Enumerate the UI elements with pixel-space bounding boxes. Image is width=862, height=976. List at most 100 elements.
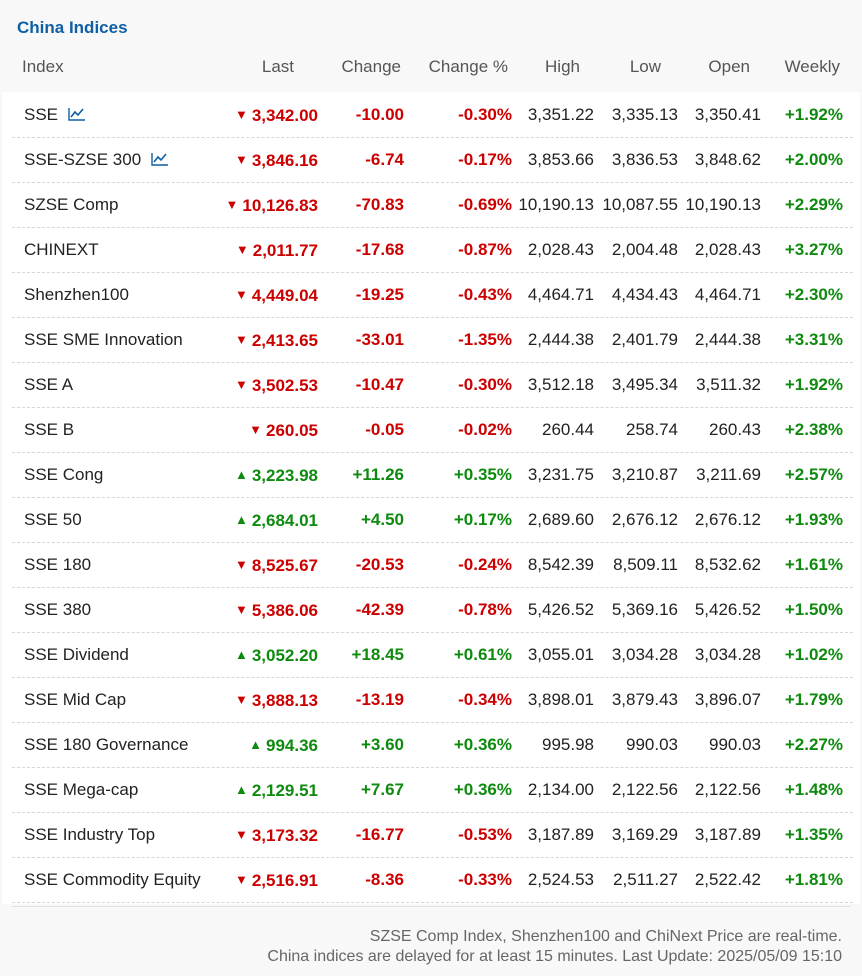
line-chart-icon[interactable] bbox=[68, 107, 86, 121]
down-arrow-icon: ▼ bbox=[234, 692, 248, 707]
change-pct-value: -0.87% bbox=[458, 240, 512, 259]
low-value: 5,369.16 bbox=[611, 600, 678, 619]
last-price-value: 5,386.06 bbox=[251, 601, 318, 620]
index-name[interactable]: SSE Mid Cap bbox=[24, 690, 127, 709]
down-arrow-icon: ▼ bbox=[234, 557, 248, 572]
weekly-change-value: +1.93% bbox=[784, 510, 843, 529]
table-row[interactable]: SSE Mid Cap ▼ 3,888.13 -13.19 -0.34% 3,898.01… bbox=[12, 677, 853, 723]
index-name-link[interactable]: SSE bbox=[24, 92, 86, 137]
header-weekly[interactable]: Weekly bbox=[784, 57, 840, 76]
table-row[interactable]: SSE Mega-cap ▲ 2,129.51 +7.67 +0.36% 2,134.00… bbox=[12, 767, 853, 813]
index-name-link[interactable]: SSE Industry Top bbox=[24, 812, 155, 857]
index-name-link[interactable]: SSE Cong bbox=[24, 452, 103, 497]
table-row[interactable]: CHINEXT ▼ 2,011.77 -17.68 -0.87% 2,028.43 2,00… bbox=[12, 227, 853, 273]
open-value: 2,122.56 bbox=[694, 780, 761, 799]
up-arrow-icon: ▲ bbox=[234, 782, 248, 797]
table-row[interactable]: SSE 50 ▲ 2,684.01 +4.50 +0.17% 2,689.60 2,676.… bbox=[12, 497, 853, 543]
table-row[interactable]: SSE 180 Governance ▲ 994.36 +3.60 +0.36% 995.… bbox=[12, 722, 853, 768]
index-name-link[interactable]: SSE 180 bbox=[24, 542, 91, 587]
index-name[interactable]: SSE Industry Top bbox=[24, 825, 156, 844]
index-name[interactable]: SZSE Comp bbox=[24, 195, 119, 214]
table-row[interactable]: SSE Dividend ▲ 3,052.20 +18.45 +0.61% 3,055.0… bbox=[12, 632, 853, 678]
weekly-change-value: +3.27% bbox=[784, 240, 843, 259]
index-name-link[interactable]: SSE A bbox=[24, 362, 73, 407]
change-pct-value: -0.33% bbox=[458, 870, 512, 889]
change-value: -0.05 bbox=[365, 420, 404, 439]
down-arrow-icon: ▼ bbox=[234, 377, 248, 392]
index-name[interactable]: SSE B bbox=[24, 420, 75, 439]
index-name-link[interactable]: SSE 180 Governance bbox=[24, 722, 188, 767]
index-name[interactable]: SSE A bbox=[24, 375, 74, 394]
last-price-value: 3,223.98 bbox=[251, 466, 318, 485]
header-index[interactable]: Index bbox=[22, 57, 64, 76]
table-row[interactable]: SSE 380 ▼ 5,386.06 -42.39 -0.78% 5,426.52 5,36… bbox=[12, 587, 853, 633]
index-name[interactable]: SSE Cong bbox=[24, 465, 104, 484]
index-name[interactable]: SSE 50 bbox=[24, 510, 82, 529]
index-name[interactable]: CHINEXT bbox=[24, 240, 99, 259]
open-value: 260.43 bbox=[709, 420, 761, 439]
index-name[interactable]: SSE Mega-cap bbox=[24, 780, 139, 799]
low-value: 990.03 bbox=[626, 735, 678, 754]
open-value: 2,522.42 bbox=[694, 870, 761, 889]
index-name-link[interactable]: SSE Mid Cap bbox=[24, 677, 126, 722]
table-row[interactable]: SZSE Comp ▼ 10,126.83 -70.83 -0.69% 10,190.13… bbox=[12, 182, 853, 228]
index-name[interactable]: SSE 380 bbox=[24, 600, 92, 619]
index-name[interactable]: SSE-SZSE 300 bbox=[24, 150, 142, 169]
table-row[interactable]: SSE Industry Top ▼ 3,173.32 -16.77 -0.53% 3,1… bbox=[12, 812, 853, 858]
header-change-pct[interactable]: Change % bbox=[428, 57, 508, 76]
last-price: ▼ 3,342.00 bbox=[235, 92, 318, 137]
down-arrow-icon: ▼ bbox=[234, 107, 248, 122]
index-name-link[interactable]: SSE Dividend bbox=[24, 632, 129, 677]
down-arrow-icon: ▼ bbox=[249, 422, 262, 437]
index-name-link[interactable]: SSE SME Innovation bbox=[24, 317, 183, 362]
index-name[interactable]: SSE Commodity Equity bbox=[24, 870, 201, 889]
header-high[interactable]: High bbox=[545, 57, 580, 76]
header-open[interactable]: Open bbox=[708, 57, 750, 76]
change-value: -13.19 bbox=[355, 690, 404, 709]
table-row[interactable]: SSE 180 ▼ 8,525.67 -20.53 -0.24% 8,542.39 8,50… bbox=[12, 542, 853, 588]
change-value: -16.77 bbox=[355, 825, 404, 844]
index-name[interactable]: SSE SME Innovation bbox=[24, 330, 183, 349]
header-low[interactable]: Low bbox=[629, 57, 661, 76]
change-pct-value: -0.17% bbox=[458, 150, 512, 169]
last-price: ▼ 2,516.91 bbox=[235, 857, 318, 902]
index-name-link[interactable]: CHINEXT bbox=[24, 227, 99, 272]
index-name-link[interactable]: SSE B bbox=[24, 407, 74, 452]
index-name-link[interactable]: Shenzhen100 bbox=[24, 272, 129, 317]
weekly-change-value: +2.30% bbox=[784, 285, 843, 304]
change-pct-value: +0.17% bbox=[453, 510, 512, 529]
last-price: ▼ 2,011.77 bbox=[236, 227, 318, 272]
index-name-link[interactable]: SSE Commodity Equity bbox=[24, 857, 201, 902]
table-row[interactable]: SSE-SZSE 300 ▼ 3,846.16 -6.74 -0.17% 3,853.66… bbox=[12, 137, 853, 183]
table-row[interactable]: SSE A ▼ 3,502.53 -10.47 -0.30% 3,512.18 3,495.… bbox=[12, 362, 853, 408]
open-value: 2,028.43 bbox=[694, 240, 761, 259]
table-row[interactable]: SSE ▼ 3,342.00 -10.00 -0.30% 3,351.22 3,335.13… bbox=[12, 92, 853, 138]
index-name-link[interactable]: SSE 50 bbox=[24, 497, 82, 542]
change-pct-value: -1.35% bbox=[458, 330, 512, 349]
index-name-link[interactable]: SSE 380 bbox=[24, 587, 91, 632]
index-name[interactable]: SSE Dividend bbox=[24, 645, 129, 664]
index-name-link[interactable]: SZSE Comp bbox=[24, 182, 118, 227]
header-change[interactable]: Change bbox=[341, 57, 401, 76]
table-row[interactable]: SSE Commodity Equity ▼ 2,516.91 -8.36 -0.33%… bbox=[12, 857, 853, 903]
line-chart-icon[interactable] bbox=[151, 152, 169, 166]
table-row[interactable]: SSE B ▼ 260.05 -0.05 -0.02% 260.44 258.74 260.4… bbox=[12, 407, 853, 453]
index-name[interactable]: SSE 180 bbox=[24, 555, 92, 574]
table-row[interactable]: Shenzhen100 ▼ 4,449.04 -19.25 -0.43% 4,464.71… bbox=[12, 272, 853, 318]
index-name[interactable]: SSE 180 Governance bbox=[24, 735, 189, 754]
index-name-link[interactable]: SSE Mega-cap bbox=[24, 767, 138, 812]
low-value: 258.74 bbox=[626, 420, 678, 439]
table-row[interactable]: SSE Cong ▲ 3,223.98 +11.26 +0.35% 3,231.75 3,2… bbox=[12, 452, 853, 498]
index-name[interactable]: Shenzhen100 bbox=[24, 285, 129, 304]
weekly-change-value: +3.31% bbox=[784, 330, 843, 349]
table-row[interactable]: SSE SME Innovation ▼ 2,413.65 -33.01 -1.35% 2… bbox=[12, 317, 853, 363]
high-value: 2,444.38 bbox=[527, 330, 594, 349]
index-name-link[interactable]: SSE-SZSE 300 bbox=[24, 137, 169, 182]
last-price-value: 3,888.13 bbox=[251, 691, 318, 710]
weekly-change-value: +1.92% bbox=[784, 375, 843, 394]
header-last[interactable]: Last bbox=[261, 57, 294, 76]
high-value: 3,512.18 bbox=[527, 375, 594, 394]
index-name[interactable]: SSE bbox=[24, 105, 59, 124]
open-value: 3,187.89 bbox=[694, 825, 761, 844]
weekly-change-value: +1.48% bbox=[784, 780, 843, 799]
